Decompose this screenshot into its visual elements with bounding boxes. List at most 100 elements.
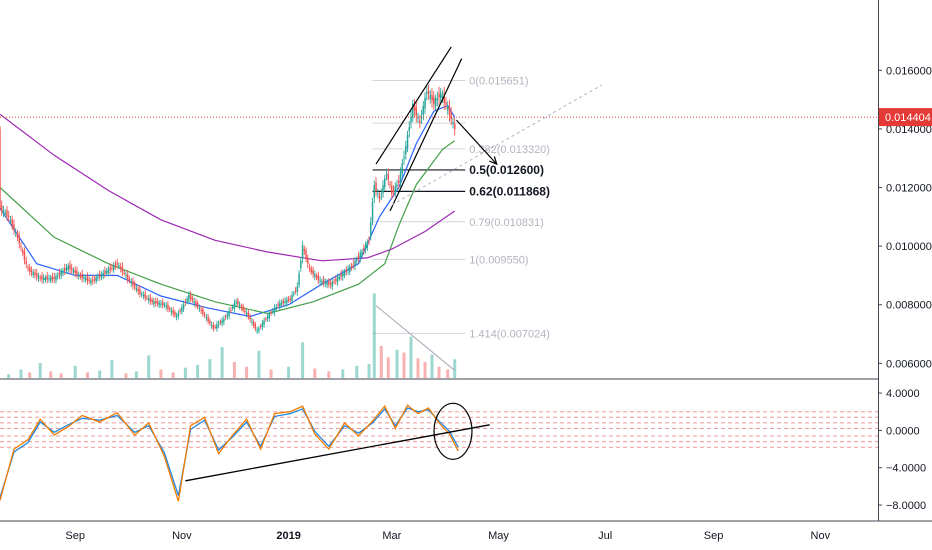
candle xyxy=(41,271,43,284)
candle-body xyxy=(86,276,89,281)
candle-body xyxy=(36,273,38,277)
oscillator-highlight-circle[interactable] xyxy=(433,402,473,460)
candle-body xyxy=(305,250,307,259)
candle-body xyxy=(184,301,187,303)
candle-body xyxy=(350,266,353,268)
candle xyxy=(62,267,64,277)
candle-body xyxy=(214,326,216,328)
candle xyxy=(189,291,192,303)
candle-body xyxy=(450,112,452,120)
candle xyxy=(123,270,125,276)
candle xyxy=(151,297,153,305)
volume-bar xyxy=(386,357,390,378)
candle-body xyxy=(308,267,311,269)
candle-body xyxy=(39,277,41,279)
candle-body xyxy=(170,310,173,313)
candle xyxy=(140,291,143,298)
last-price-badge[interactable] xyxy=(879,108,932,127)
candle xyxy=(273,304,276,317)
volume-bar xyxy=(232,362,236,378)
projection-arrow-line[interactable] xyxy=(456,119,498,165)
candle-body xyxy=(105,271,108,273)
candle xyxy=(53,273,55,283)
candle-body xyxy=(1,205,3,212)
candle-body xyxy=(275,306,278,308)
candle xyxy=(415,100,417,123)
candle xyxy=(74,266,76,277)
candle-body xyxy=(373,185,375,199)
candle xyxy=(356,256,358,265)
candle xyxy=(200,305,202,314)
candle xyxy=(245,309,248,318)
axes-layer[interactable]: 0.006000 0.008000 0.010000 0.012000 0.014000… xyxy=(65,65,932,542)
candle xyxy=(88,276,90,284)
candle-body xyxy=(293,293,295,295)
oscillator-trendline[interactable] xyxy=(185,424,490,482)
candle-body xyxy=(168,308,171,310)
trend-extension-line[interactable] xyxy=(391,84,602,206)
volume-trend-line[interactable] xyxy=(375,305,456,371)
candle-body xyxy=(286,299,288,304)
channel-lower-line[interactable] xyxy=(389,58,463,212)
candle-body xyxy=(347,269,349,271)
candle xyxy=(121,262,124,277)
candle xyxy=(301,240,304,264)
candle xyxy=(272,307,274,315)
candle-body xyxy=(272,311,274,312)
candle xyxy=(55,273,57,284)
candle-body xyxy=(98,274,101,277)
candle xyxy=(165,302,167,311)
fibonacci-retracement[interactable]: 0(0.015651) 0.382(0.013320) 0.5(0.012600) 0… xyxy=(372,76,550,341)
candle xyxy=(119,263,122,273)
candle xyxy=(242,303,244,313)
projection-arrow-head[interactable] xyxy=(489,156,498,166)
candle-body xyxy=(235,302,237,304)
candle xyxy=(251,318,253,326)
candle-body xyxy=(265,318,267,320)
candle-body xyxy=(244,310,246,312)
candle xyxy=(361,248,363,258)
candle xyxy=(385,168,388,181)
candle-body xyxy=(252,321,255,326)
candle-body xyxy=(203,314,206,316)
candle xyxy=(433,91,435,111)
candle xyxy=(431,88,433,108)
candle-body xyxy=(322,279,325,284)
candle xyxy=(419,115,421,129)
candle-body xyxy=(237,300,239,305)
candle xyxy=(249,313,251,323)
channel-upper-line[interactable] xyxy=(375,46,452,165)
candle xyxy=(111,264,113,272)
candle-body xyxy=(55,275,57,281)
candle xyxy=(359,249,361,263)
volume-bar xyxy=(430,354,434,378)
candle-body xyxy=(345,269,348,272)
candle-body xyxy=(60,271,62,276)
candle xyxy=(97,273,99,282)
candle xyxy=(268,310,271,322)
candle xyxy=(22,247,24,256)
candle xyxy=(58,268,61,280)
candle xyxy=(81,269,83,283)
candle xyxy=(116,258,118,269)
candle xyxy=(284,297,286,307)
candle-body xyxy=(147,298,150,301)
candle-body xyxy=(48,278,50,280)
candle-body xyxy=(102,273,104,276)
candle-body xyxy=(177,313,180,316)
candle-body xyxy=(97,277,99,279)
candle-body xyxy=(249,316,251,320)
candle-body xyxy=(205,317,208,319)
candle xyxy=(139,285,141,298)
candle-body xyxy=(79,275,82,277)
candle-body xyxy=(88,279,90,281)
trendline-drawings[interactable] xyxy=(0,46,878,371)
candle-body xyxy=(303,249,306,252)
candle xyxy=(205,314,208,322)
volume-bar xyxy=(395,349,399,378)
candle-body xyxy=(420,116,423,118)
oscillator-pane[interactable] xyxy=(0,402,878,502)
candlesticks[interactable] xyxy=(0,84,456,334)
candle-body xyxy=(340,274,342,277)
candle-body xyxy=(335,279,337,281)
